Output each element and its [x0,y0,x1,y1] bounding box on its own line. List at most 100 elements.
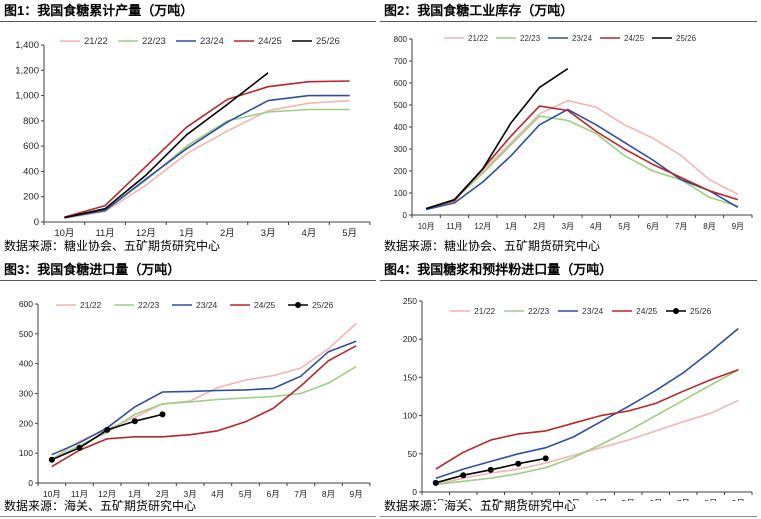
data-source: 数据来源：糖业协会、五矿期货研究中心 [384,239,601,253]
x-tick-label: 1月 [505,222,517,231]
x-tick-label: 3月 [261,228,276,239]
chart-panel-4: 图4：我国糖浆和预拌粉进口量（万吨） 0 50 100 150 200 250 10月 11月… [380,259,761,519]
x-tick-label: 12月 [98,489,116,499]
y-tick-label: 200 [23,192,39,203]
chart-panel-1: 图1：我国食糖累计产量（万吨） 0 200 400 600 800 1,000 1,200 1… [0,0,380,259]
legend-label: 22/23 [520,34,541,43]
legend-label: 23/24 [572,34,593,43]
series-line-22-23 [64,108,350,219]
y-tick-label: 0 [34,217,39,228]
series-point-25-26 [542,455,549,462]
title-rule [0,21,376,22]
x-tick-label: 7月 [677,498,690,501]
bottom-rule [380,516,757,517]
y-tick-label: 150 [403,372,417,382]
legend-label: 25/26 [316,36,340,47]
series-point-25-26 [487,466,494,473]
x-tick-label: 1月 [128,489,141,499]
x-tick-label: 12月 [482,498,500,501]
x-tick-label: 8月 [703,222,715,231]
y-tick-label: 50 [408,449,418,459]
x-tick-label: 2月 [156,489,169,499]
y-tick-label: 200 [403,334,417,344]
y-tick-label: 400 [23,166,39,177]
x-tick-label: 10月 [43,489,61,499]
y-tick-label: 1,000 [15,91,39,102]
y-tick-label: 300 [394,145,408,154]
x-tick-label: 2月 [220,228,235,239]
legend-marker [295,302,301,308]
series-point-25-26 [48,456,55,463]
x-tick-label: 1月 [179,228,194,239]
x-tick-label: 11月 [446,222,462,231]
series-point-25-26 [432,479,439,486]
legend-label: 21/22 [84,36,108,47]
series-line-23-24 [435,327,739,479]
y-tick-label: 100 [403,411,417,421]
series-line-24-25 [435,369,739,470]
title-rule [380,21,757,22]
y-tick-label: 500 [394,101,408,110]
y-tick-label: 600 [23,141,39,152]
legend-label: 25/26 [676,34,697,43]
x-tick-label: 10月 [427,498,445,501]
legend-label: 24/25 [258,36,282,47]
data-source: 数据来源：海关、五矿期货研究中心 [4,499,197,513]
x-tick-label: 4月 [301,228,316,239]
x-tick-label: 10月 [54,228,74,239]
y-tick-label: 600 [19,299,33,309]
legend-label: 22/23 [138,300,160,310]
x-tick-label: 4月 [590,222,602,231]
x-tick-label: 8月 [704,498,717,501]
y-tick-label: 200 [19,418,33,428]
x-tick-label: 3月 [184,489,197,499]
y-tick-label: 1,400 [15,40,39,51]
y-tick-label: 0 [403,211,408,220]
series-point-25-26 [76,444,83,451]
y-tick-label: 0 [28,478,33,488]
y-tick-label: 0 [412,487,417,497]
chart-title: 图4：我国糖浆和预拌粉进口量（万吨） [384,262,613,277]
y-tick-label: 400 [394,123,408,132]
data-source: 数据来源：海关、五矿期货研究中心 [384,499,577,513]
series-line-25-26 [64,72,269,219]
y-tick-label: 300 [19,389,33,399]
x-tick-label: 12月 [136,228,156,239]
x-tick-label: 1月 [512,498,525,501]
chart-title: 图1：我国食糖累计产量（万吨） [4,3,194,18]
x-tick-label: 5月 [342,228,357,239]
x-tick-label: 2月 [533,222,545,231]
legend-label: 23/24 [582,306,604,316]
series-line-22-23 [51,365,357,460]
y-tick-label: 800 [23,116,39,127]
x-tick-label: 11月 [71,489,88,499]
legend-label: 21/22 [474,306,496,316]
x-tick-label: 7月 [675,222,687,231]
x-tick-label: 9月 [732,222,744,231]
y-tick-label: 100 [394,189,408,198]
chart-sugar-cumulative-production: 0 200 400 600 800 1,000 1,200 1,400 10月 11月 12月 1月 2… [15,36,371,239]
x-tick-label: 5月 [618,222,630,231]
x-tick-label: 6月 [267,489,280,499]
x-tick-label: 9月 [732,498,745,501]
series-line-21-22 [425,99,739,210]
x-tick-label: 6月 [647,222,659,231]
title-rule [0,280,376,281]
chart-panel-2: 图2：我国食糖工业库存（万吨） 0 100 200 300 400 500 600 700 80… [380,0,761,259]
y-tick-label: 100 [19,448,33,458]
legend-marker [673,308,679,314]
x-tick-label: 3月 [567,498,580,501]
chart-sugar-industrial-inventory: 0 100 200 300 400 500 600 700 800 10月 11月 12月 1月 2月 3月… [394,34,753,231]
series-line-23-24 [64,94,350,219]
series-line-22-23 [435,369,739,486]
x-tick-label: 5月 [239,489,252,499]
x-tick-label: 2月 [539,498,552,501]
series-line-21-22 [51,322,357,460]
legend-label: 21/22 [468,34,489,43]
series-point-25-26 [104,426,111,433]
chart-panel-3: 图3：我国食糖进口量（万吨） 0 100 200 300 400 500 600 10月 11月… [0,259,380,519]
series-point-25-26 [515,460,522,467]
legend-label: 22/23 [142,36,166,47]
chart-sugar-imports: 0 100 200 300 400 500 600 10月 11月 12月 1月 2月 3月 4月 5月 6月… [19,299,371,499]
y-tick-label: 500 [19,329,33,339]
